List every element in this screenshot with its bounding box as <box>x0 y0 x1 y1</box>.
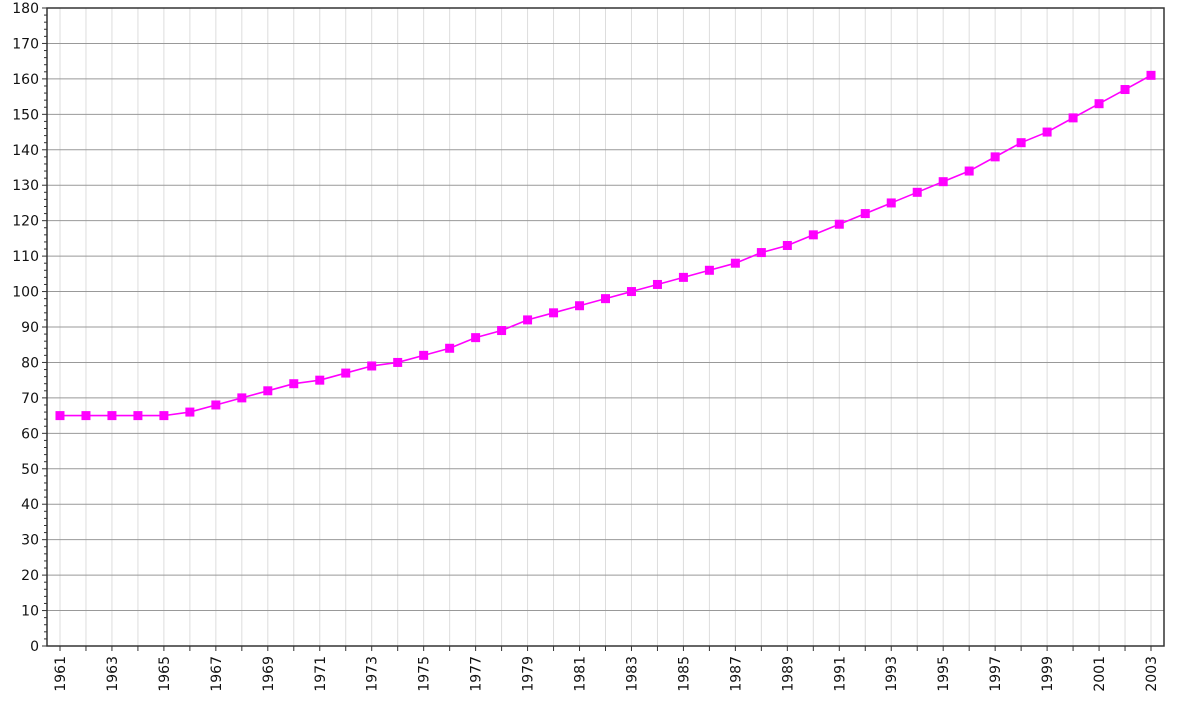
x-tick-label: 2001 <box>1092 656 1108 692</box>
data-point <box>1120 85 1130 95</box>
data-point <box>315 375 325 385</box>
x-tick-label: 1999 <box>1040 656 1056 692</box>
x-tick-label: 2003 <box>1144 656 1160 692</box>
grid-lines <box>47 7 1164 647</box>
data-point <box>652 279 662 289</box>
data-point <box>497 326 507 336</box>
data-point <box>601 294 610 304</box>
data-point <box>55 411 65 421</box>
plot-frame <box>46 7 1165 647</box>
x-tick-label: 1981 <box>573 656 589 692</box>
y-tick-label: 160 <box>12 72 39 88</box>
data-point <box>808 230 818 240</box>
x-tick-label: 1979 <box>521 656 537 692</box>
data-point <box>1146 70 1156 80</box>
data-point <box>367 361 377 371</box>
data-point <box>860 209 870 219</box>
y-tick-label: 40 <box>21 497 39 513</box>
x-tick-label: 1965 <box>157 656 173 692</box>
data-point <box>393 357 403 367</box>
series-group <box>55 70 1156 421</box>
data-point <box>445 343 455 353</box>
data-point <box>471 333 481 343</box>
tick-labels: 0 10 20 30 40 50 60 70 80 90 100 110 120 130 140 150 160… <box>12 1 1160 692</box>
y-tick-label: 180 <box>12 1 39 17</box>
data-point <box>1042 127 1052 137</box>
y-tick-label: 90 <box>21 320 39 336</box>
y-tick-label: 0 <box>30 639 39 655</box>
axes <box>42 7 1165 651</box>
y-tick-label: 130 <box>12 178 39 194</box>
data-point <box>886 198 896 208</box>
x-tick-label: 1975 <box>417 656 433 692</box>
data-point <box>938 177 948 187</box>
data-point <box>756 248 766 258</box>
x-tick-label: 1997 <box>988 656 1004 692</box>
x-tick-label: 1995 <box>936 656 952 692</box>
data-point <box>575 301 585 311</box>
x-tick-label: 1973 <box>365 656 381 692</box>
data-point <box>912 187 922 197</box>
y-tick-label: 100 <box>12 285 39 301</box>
data-point <box>704 265 714 275</box>
y-tick-label: 50 <box>21 462 39 478</box>
x-tick-label: 1993 <box>884 656 900 692</box>
x-tick-label: 1969 <box>261 656 277 692</box>
data-point <box>211 400 221 410</box>
data-point <box>133 411 143 421</box>
data-point <box>1016 138 1026 148</box>
x-tick-label: 1987 <box>728 656 744 692</box>
x-tick-label: 1967 <box>209 656 225 692</box>
data-point <box>159 411 169 421</box>
y-tick-label: 80 <box>21 355 39 371</box>
x-tick-label: 1983 <box>624 656 640 692</box>
y-tick-label: 110 <box>12 249 39 265</box>
data-point <box>81 411 91 421</box>
y-tick-label: 70 <box>21 391 39 407</box>
data-point <box>678 272 688 282</box>
x-tick-label: 1963 <box>105 656 121 692</box>
data-point <box>626 287 636 297</box>
y-tick-label: 20 <box>21 568 39 584</box>
data-point <box>341 368 351 378</box>
y-tick-label: 30 <box>21 533 39 549</box>
data-point <box>1094 99 1104 109</box>
x-tick-label: 1991 <box>832 656 848 692</box>
x-tick-label: 1985 <box>676 656 692 692</box>
data-point <box>419 350 429 360</box>
y-tick-label: 170 <box>12 36 39 52</box>
y-tick-label: 60 <box>21 426 39 442</box>
data-point <box>964 166 974 176</box>
data-point <box>549 308 559 318</box>
data-point <box>782 240 792 250</box>
y-tick-label: 10 <box>21 604 39 620</box>
x-tick-label: 1971 <box>313 656 329 692</box>
data-point <box>523 315 533 325</box>
data-point <box>107 411 117 421</box>
y-tick-label: 120 <box>12 214 39 230</box>
data-point <box>289 379 299 389</box>
y-tick-label: 140 <box>12 143 39 159</box>
data-point <box>237 393 247 403</box>
data-point <box>1068 113 1078 123</box>
data-point <box>834 219 844 229</box>
data-point <box>730 258 740 268</box>
x-tick-label: 1977 <box>469 656 485 692</box>
x-tick-label: 1989 <box>780 656 796 692</box>
data-point <box>990 152 1000 162</box>
y-tick-label: 150 <box>12 107 39 123</box>
data-point <box>185 407 195 417</box>
data-point <box>263 386 273 396</box>
x-tick-label: 1961 <box>53 656 69 692</box>
